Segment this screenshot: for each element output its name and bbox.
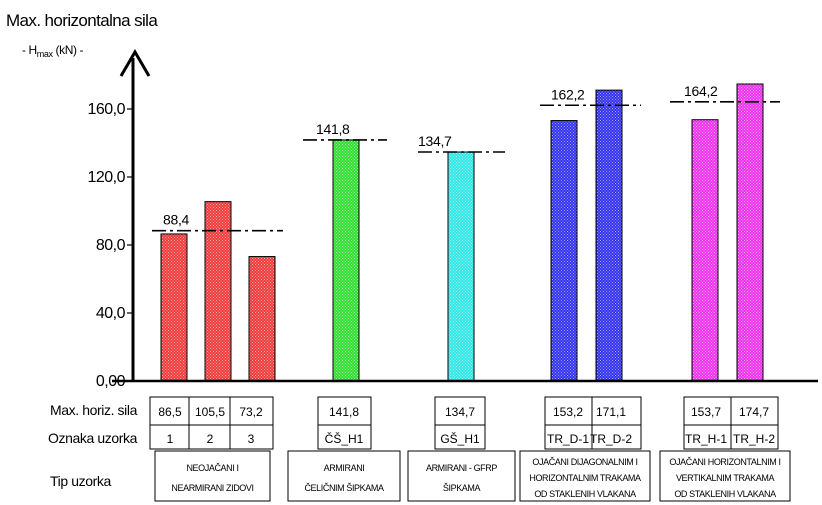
bars bbox=[160, 83, 764, 382]
y-tick-label: 160,0 bbox=[87, 101, 125, 118]
type-label: VERTIKALNIM TRAKAMA bbox=[676, 473, 774, 483]
sample-id-cell: 1 bbox=[167, 432, 174, 446]
table-block bbox=[544, 396, 642, 450]
type-cell bbox=[659, 450, 791, 502]
y-axis-label-suffix: (kN) - bbox=[53, 43, 84, 57]
table-block bbox=[317, 396, 372, 450]
y-ticks: 0,00 40,0 80,0 120,0 160,0 bbox=[87, 101, 133, 390]
type-cell bbox=[287, 450, 401, 502]
table-row-label: Oznaka uzorka bbox=[48, 430, 138, 446]
max-force-cell: 174,7 bbox=[739, 405, 769, 419]
mean-label: 88,4 bbox=[163, 212, 190, 228]
mean-label: 134,7 bbox=[418, 133, 452, 149]
max-force-cell: 141,8 bbox=[329, 405, 359, 419]
sample-id-cell: TR_H-2 bbox=[733, 432, 775, 446]
type-cell bbox=[407, 450, 516, 502]
type-label: ARMIRANI bbox=[324, 463, 365, 473]
y-axis-label-subscript: max bbox=[37, 49, 54, 59]
max-force-cell: 134,7 bbox=[445, 405, 475, 419]
max-force-cell: 73,2 bbox=[239, 405, 263, 419]
bar bbox=[332, 139, 360, 382]
y-tick-label: 40,0 bbox=[96, 305, 126, 322]
max-force-cell: 171,1 bbox=[596, 405, 626, 419]
type-label: HORIZONTALNIM TRAKAMA bbox=[529, 473, 641, 483]
table-block bbox=[149, 396, 274, 450]
sample-id-cell: GŠ_H1 bbox=[440, 431, 480, 446]
sample-id-cell: 2 bbox=[207, 432, 214, 446]
type-label: NEOJAČANI I bbox=[186, 463, 238, 473]
bar bbox=[691, 119, 719, 382]
type-label: OD STAKLENIH VLAKANA bbox=[534, 489, 636, 499]
data-table: Max. horiz. sila Oznaka uzorka Tip uzorka 8… bbox=[48, 396, 791, 502]
max-force-cell: 86,5 bbox=[158, 405, 182, 419]
sample-id-cell: 3 bbox=[248, 432, 255, 446]
type-label: OJAČANI DIJAGONALNIM I bbox=[532, 457, 637, 467]
bar bbox=[447, 151, 475, 382]
y-axis-label-prefix: - H bbox=[22, 43, 37, 57]
y-tick-label: 80,0 bbox=[96, 237, 126, 254]
type-label: OJAČANI HORIZONTALNIM I bbox=[669, 457, 780, 467]
mean-label: 162,2 bbox=[551, 86, 585, 102]
max-force-cell: 105,5 bbox=[195, 405, 225, 419]
bar bbox=[248, 256, 276, 382]
type-label: NEARMIRANI ZIDOVI bbox=[171, 483, 253, 493]
bar bbox=[550, 120, 578, 382]
y-axis-label: - Hmax (kN) - bbox=[22, 43, 84, 59]
type-label: OD STAKLENIH VLAKANA bbox=[674, 489, 776, 499]
table-row-label: Max. horiz. sila bbox=[50, 402, 138, 418]
bar bbox=[595, 89, 623, 382]
bar bbox=[160, 233, 188, 382]
y-tick-label: 120,0 bbox=[87, 169, 125, 186]
table-row-label: Tip uzorka bbox=[50, 473, 111, 489]
sample-id-cell: TR_H-1 bbox=[685, 432, 727, 446]
sample-id-cell: TR_D-2 bbox=[590, 432, 632, 446]
max-force-cell: 153,7 bbox=[691, 405, 721, 419]
type-cell bbox=[519, 450, 651, 502]
bar bbox=[204, 201, 232, 382]
axes bbox=[112, 49, 818, 383]
type-label: ČELIČNIM ŠIPKAMA bbox=[304, 483, 384, 493]
y-axis-arrow bbox=[119, 49, 151, 77]
sample-id-cell: ČŠ_H1 bbox=[325, 431, 364, 446]
mean-lines: 88,4 141,8 134,7 162,2 164,2 bbox=[152, 83, 780, 232]
chart-title: Max. horizontalna sila bbox=[6, 11, 158, 30]
table-block bbox=[434, 396, 486, 450]
bar bbox=[736, 83, 764, 382]
y-tick-label: 0,00 bbox=[96, 373, 126, 390]
sample-id-cell: TR_D-1 bbox=[547, 432, 589, 446]
mean-label: 164,2 bbox=[684, 83, 718, 99]
max-force-cell: 153,2 bbox=[553, 405, 583, 419]
type-cell bbox=[154, 450, 271, 502]
type-label: ŠIPKAMA bbox=[443, 483, 481, 493]
mean-label: 141,8 bbox=[316, 121, 350, 137]
type-label: ARMIRANI - GFRP bbox=[426, 463, 497, 473]
